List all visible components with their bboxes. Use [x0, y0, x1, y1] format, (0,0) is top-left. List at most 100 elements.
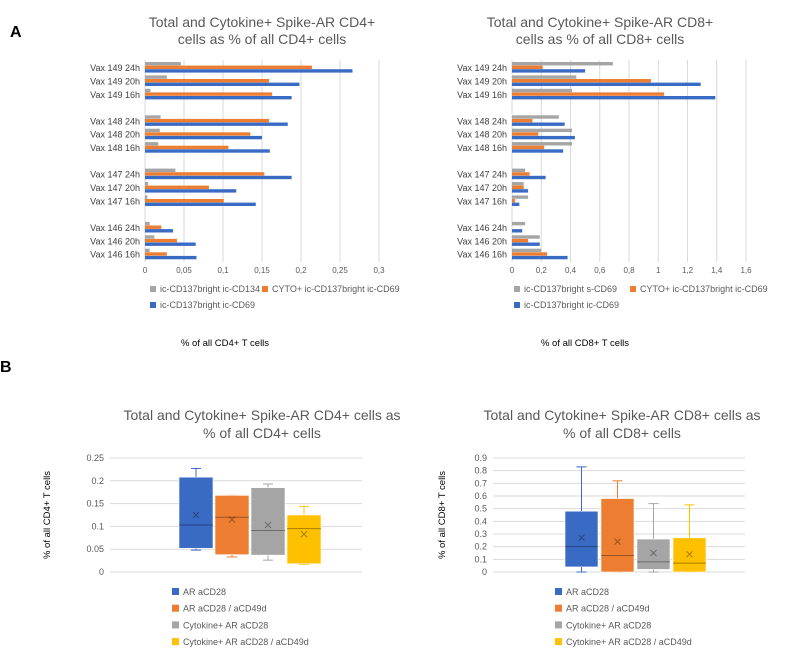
legend-swatch-blue — [514, 302, 520, 308]
bar-gray — [512, 168, 526, 172]
chart-title: Total and Cytokine+ Spike-AR CD4+ — [149, 14, 375, 30]
category-label: Vax 149 16h — [457, 90, 507, 100]
category-label: Vax 148 20h — [90, 130, 140, 140]
category-label: Vax 148 24h — [90, 116, 140, 126]
y-tick-label: 0.3 — [474, 529, 487, 539]
bar-gray — [512, 248, 542, 253]
bar-gray — [145, 115, 161, 119]
legend-label: ic-CD137bright ic-CD134 — [160, 284, 260, 294]
category-label: Vax 147 24h — [90, 170, 140, 180]
bar-gray — [512, 75, 577, 79]
bar-blue — [145, 175, 292, 180]
bar-blue — [145, 149, 270, 153]
bar-orange — [512, 79, 651, 83]
y-tick-label: 0.05 — [86, 544, 104, 554]
category-label: Vax 146 16h — [457, 250, 507, 260]
legend-label: ic-CD137bright ic-CD69 — [160, 300, 255, 310]
x-tick-label: 0,15 — [254, 266, 270, 275]
x-tick-label: 1,2 — [682, 266, 694, 275]
bar-orange — [145, 252, 167, 256]
bar-gray — [145, 88, 151, 93]
bar-gray — [512, 182, 524, 186]
bar-gray — [512, 88, 572, 93]
y-axis-title: % of all CD8+ T cells — [437, 471, 448, 559]
bar-blue — [145, 135, 262, 140]
x-tick-label: 0,2 — [536, 266, 548, 275]
category-label: Vax 147 24h — [457, 170, 507, 180]
legend-swatch-yellow — [172, 638, 179, 646]
category-label: Vax 148 16h — [457, 143, 507, 153]
bar-gray — [512, 142, 572, 146]
x-tick-label: 0 — [510, 266, 515, 275]
bar-orange — [512, 145, 545, 150]
mean-marker — [264, 521, 272, 529]
bar-blue — [512, 229, 523, 233]
bar-blue — [512, 202, 520, 206]
bar-gray — [512, 115, 559, 119]
legend-swatch-blue — [172, 588, 179, 595]
box-orange — [214, 495, 250, 555]
bar-gray — [145, 248, 150, 253]
bar-orange — [145, 118, 270, 123]
bar-orange — [512, 132, 539, 136]
bar-blue — [145, 96, 292, 100]
legend-swatch-orange — [172, 604, 179, 612]
category-label: Vax 148 16h — [90, 143, 140, 153]
bar-gray — [145, 195, 148, 199]
legend-label: AR aCD28 — [183, 587, 226, 597]
bar-blue — [145, 255, 197, 260]
legend-swatch-orange — [555, 604, 562, 612]
bar-blue — [145, 69, 353, 73]
mean-marker — [228, 516, 236, 523]
box-yellow — [672, 537, 707, 573]
bar-blue — [512, 175, 546, 180]
bar-orange — [145, 172, 265, 176]
bar-blue — [145, 202, 256, 206]
bar-gray — [145, 62, 181, 66]
x-tick-label: 1,4 — [711, 266, 723, 275]
box-yellow — [286, 514, 322, 565]
bar-gray — [145, 221, 150, 226]
x-tick-label: 1 — [656, 266, 661, 275]
bar-orange — [145, 238, 177, 243]
category-label: Vax 148 20h — [457, 130, 507, 140]
category-label: Vax 149 24h — [457, 63, 507, 73]
bar-blue — [145, 122, 288, 126]
bar-gray — [145, 75, 167, 79]
legend-label: Cytokine+ AR aCD28 — [566, 620, 651, 630]
panel-label-b: B — [0, 359, 12, 376]
bar-gray — [512, 62, 613, 66]
bar-gray — [145, 142, 159, 146]
y-tick-label: 0.5 — [474, 504, 487, 514]
bar-gray — [145, 128, 160, 133]
x-tick-label: 0,05 — [176, 266, 192, 275]
category-label: Vax 148 24h — [457, 116, 507, 126]
bar-orange — [145, 199, 224, 203]
mean-marker — [300, 530, 308, 538]
bar-orange — [512, 199, 515, 203]
chart-title: % of all CD8+ cells — [563, 425, 681, 441]
legend-label: Cytokine+ AR aCD28 — [183, 620, 268, 630]
x-axis-title: % of all CD4+ T cells — [181, 338, 269, 349]
bar-orange — [512, 65, 543, 69]
chart-title: % of all CD4+ cells — [203, 425, 321, 441]
chart-title: Total and Cytokine+ Spike-AR CD8+ cells … — [483, 407, 760, 423]
bar-gray — [512, 195, 529, 199]
legend-label: CYTO+ ic-CD137bright ic-CD69 — [640, 284, 768, 294]
bar-orange — [145, 225, 162, 229]
x-tick-label: 0,3 — [373, 266, 385, 275]
y-tick-label: 0.15 — [86, 499, 104, 509]
y-tick-label: 0.2 — [91, 476, 104, 486]
x-tick-label: 0,6 — [594, 266, 606, 275]
legend-swatch-orange — [262, 286, 268, 292]
category-label: Vax 149 20h — [90, 76, 140, 86]
legend-swatch-gray — [514, 286, 520, 292]
legend-swatch-yellow — [555, 638, 562, 646]
y-tick-label: 0.25 — [86, 453, 104, 463]
bar-blue — [512, 82, 701, 86]
bar-orange — [145, 145, 229, 150]
category-label: Vax 149 20h — [457, 76, 507, 86]
bar-blue — [512, 189, 529, 193]
bar-orange — [512, 185, 524, 189]
